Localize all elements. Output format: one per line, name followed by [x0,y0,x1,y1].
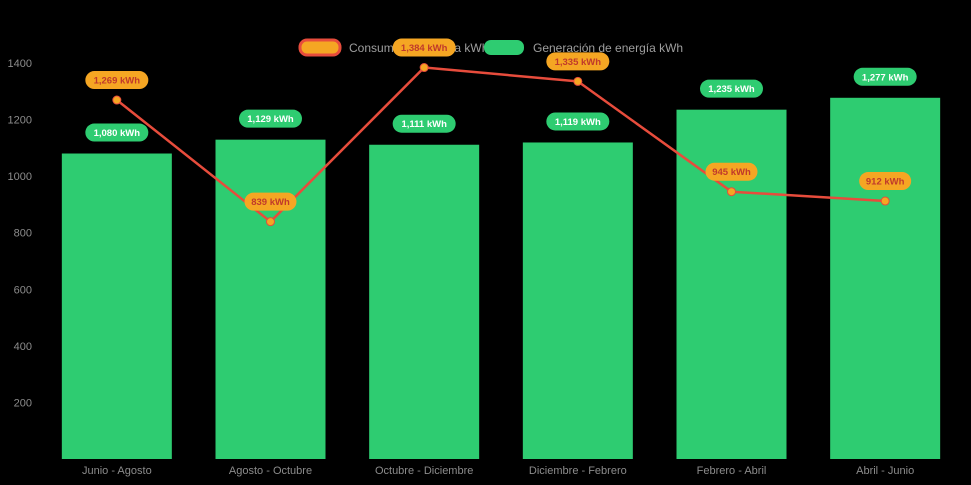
x-axis-label: Abril - Junio [856,465,914,477]
generation-value-badge [85,123,149,142]
x-axis-label: Junio - Agosto [82,465,152,477]
consumption-value-badge-text: 945 kWh [712,167,751,178]
legend-swatch-consumption[interactable] [298,38,342,57]
consumption-value-badge [244,192,297,211]
consumption-value-badge-text: 1,269 kWh [94,76,141,87]
consumption-point[interactable] [880,196,890,206]
generation-bar[interactable] [61,153,172,459]
y-tick-label: 200 [14,397,32,409]
generation-bar[interactable] [369,144,480,459]
y-tick-label: 400 [14,341,32,353]
generation-bar[interactable] [830,97,941,459]
generation-value-badge-text: 1,129 kWh [247,114,294,125]
generation-value-badge [239,109,302,128]
generation-value-badge-text: 1,119 kWh [555,117,601,128]
generation-bar[interactable] [215,139,326,459]
consumption-point[interactable] [266,217,275,227]
consumption-value-badge [546,52,610,71]
consumption-point[interactable] [419,63,429,73]
y-tick-label: 1000 [8,171,32,183]
x-axis-label: Febrero - Abril [697,465,767,477]
y-tick-label: 1400 [8,58,32,70]
generation-value-badge-text: 1,080 kWh [94,128,141,139]
consumption-value-badge [859,172,912,191]
consumption-point[interactable] [573,76,583,86]
legend-label-generation[interactable]: Generación de energía kWh [533,41,683,55]
consumption-value-badge [705,162,758,181]
x-axis-label: Octubre - Diciembre [375,465,473,477]
consumption-value-badge-text: 1,335 kWh [555,57,602,68]
generation-value-badge [546,112,610,131]
generation-value-badge [392,114,456,133]
consumption-point[interactable] [112,95,122,105]
x-axis-label: Diciembre - Febrero [529,465,627,477]
consumption-value-badge-text: 1,384 kWh [401,43,448,54]
generation-bar[interactable] [676,109,787,460]
legend-swatch-generation[interactable] [484,40,524,55]
consumption-point[interactable] [727,187,736,197]
consumption-value-badge-text: 839 kWh [251,197,290,208]
y-tick-label: 600 [14,284,32,296]
y-tick-label: 1200 [8,115,32,127]
generation-value-badge-text: 1,111 kWh [401,119,447,130]
generation-value-badge [700,79,763,98]
generation-value-badge [853,67,917,86]
generation-value-badge-text: 1,277 kWh [862,72,909,83]
x-axis-label: Agosto - Octubre [229,465,312,477]
consumption-value-badge-text: 912 kWh [866,177,905,188]
y-tick-label: 800 [14,228,32,240]
generation-bar[interactable] [522,142,633,460]
consumption-value-badge [85,71,149,90]
consumption-value-badge [392,38,456,57]
generation-value-badge-text: 1,235 kWh [708,84,755,95]
